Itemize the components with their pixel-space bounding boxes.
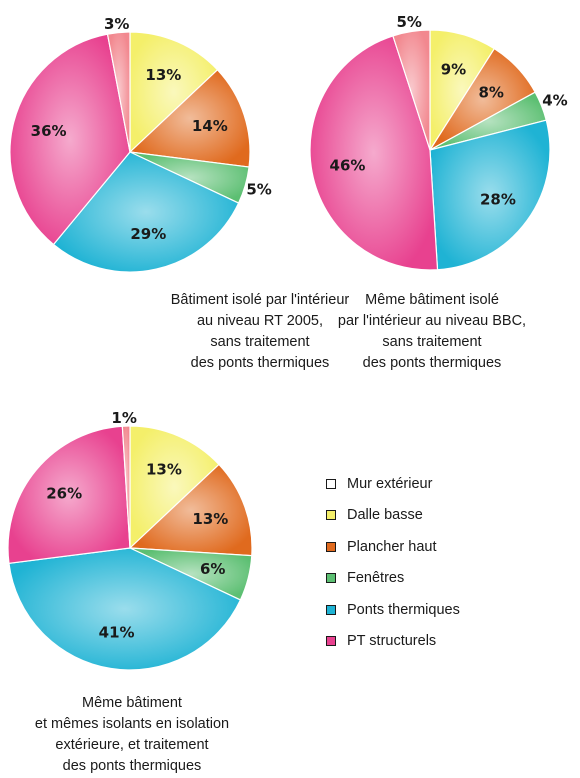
legend-label: Fenêtres <box>347 570 405 587</box>
slice-label-dalle-basse: 13% <box>145 66 181 84</box>
slice-label-plancher-haut: 13% <box>192 510 228 528</box>
slice-label-dalle-basse: 13% <box>146 461 182 479</box>
pie-slice-dalle-basse <box>129 31 219 154</box>
slice-label-fenetres: 5% <box>246 180 271 198</box>
slice-label-mur-exterieur: 3% <box>104 15 129 33</box>
caption-line: sans traitement <box>210 334 310 350</box>
legend-swatch <box>326 604 336 615</box>
pie-slice-plancher-haut <box>128 69 251 168</box>
slice-label-ponts-thermiques: 29% <box>130 225 166 243</box>
legend-item-dalle-basse: Dalle basse <box>326 500 460 532</box>
slice-label-dalle-basse: 9% <box>441 60 466 78</box>
slice-label-pt-structurels: 26% <box>46 485 82 503</box>
pie-slice-pt-structurels <box>7 425 131 564</box>
slice-label-fenetres: 6% <box>200 560 225 578</box>
slice-label-ponts-thermiques: 28% <box>480 190 516 208</box>
legend-label: Ponts thermiques <box>347 601 460 618</box>
slice-label-ponts-thermiques: 41% <box>99 623 135 641</box>
caption-line: par l'intérieur au niveau BBC, <box>337 313 527 329</box>
caption-line: Bâtiment isolé par l'intérieur <box>170 292 350 308</box>
legend-label: PT structurels <box>347 633 437 650</box>
legend-swatch <box>326 541 336 552</box>
pie-chart-bbc: 9% 8% 4% 28% 46% 5% <box>309 13 568 271</box>
pie-slice-ponts-thermiques <box>8 547 242 671</box>
legend-item-ponts-thermiques: Ponts thermiques <box>326 594 460 626</box>
pie-chart-isolation-exterieure: 13% 13% 6% 41% 26% 1% <box>7 409 253 671</box>
slice-label-mur-exterieur: 1% <box>111 409 136 427</box>
slice-label-plancher-haut: 8% <box>478 83 503 101</box>
pie-slice-mur-exterieur <box>106 31 131 153</box>
legend-swatch <box>326 510 336 521</box>
slice-label-mur-exterieur: 5% <box>396 13 421 31</box>
legend-swatch <box>326 478 336 489</box>
caption-line: des ponts thermiques <box>362 355 502 371</box>
legend-label: Mur extérieur <box>347 475 433 492</box>
caption-line: sans traitement <box>382 334 482 350</box>
legend-label: Dalle basse <box>347 507 423 524</box>
pie-slice-dalle-basse <box>129 425 220 550</box>
caption-line: des ponts thermiques <box>190 355 330 371</box>
caption-line: au niveau RT 2005, <box>196 313 324 329</box>
pie-chart-rt2005: 13% 14% 5% 29% 36% 3% <box>9 15 272 273</box>
caption-line: et mêmes isolants en isolation <box>34 716 230 732</box>
pie-slice-mur-exterieur <box>121 425 131 549</box>
pie-slice-plancher-haut <box>128 463 253 557</box>
slice-label-fenetres: 4% <box>542 92 567 110</box>
pie-slice-ponts-thermiques <box>429 119 551 271</box>
pie-slice-ponts-thermiques <box>52 151 240 273</box>
slice-label-pt-structurels: 46% <box>330 157 366 175</box>
legend-label: Plancher haut <box>347 538 437 555</box>
slice-label-plancher-haut: 14% <box>192 117 228 135</box>
legend-swatch <box>326 573 336 584</box>
pie-slice-pt-structurels <box>9 33 131 246</box>
legend-item-fenetres: Fenêtres <box>326 563 460 595</box>
legend-item-pt-structurels: PT structurels <box>326 626 460 658</box>
slice-label-pt-structurels: 36% <box>31 122 67 140</box>
legend: Mur extérieur Dalle basse Plancher haut … <box>326 468 460 657</box>
caption-line: extérieure, et traitement <box>55 737 209 753</box>
legend-swatch <box>326 636 336 647</box>
pie-slice-mur-exterieur <box>392 29 431 151</box>
legend-item-mur-exterieur: Mur extérieur <box>326 468 460 500</box>
caption-line: des ponts thermiques <box>62 758 202 774</box>
caption-line: Même bâtiment isolé <box>365 292 499 308</box>
pie-slice-pt-structurels <box>309 35 439 271</box>
caption-line: Même bâtiment <box>82 695 182 711</box>
legend-item-plancher-haut: Plancher haut <box>326 531 460 563</box>
